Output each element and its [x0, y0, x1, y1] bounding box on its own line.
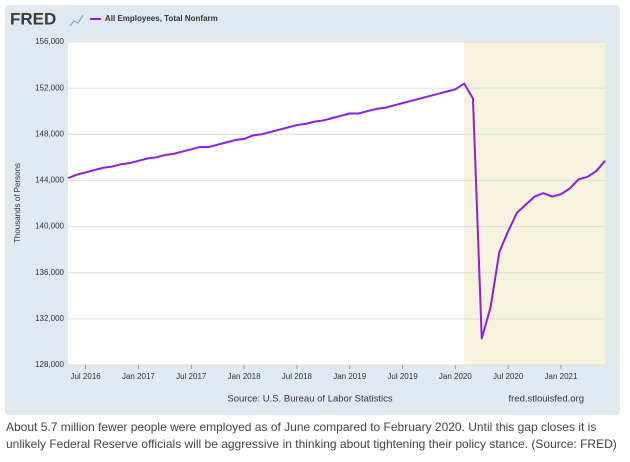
- x-tick-label: Jul 2020: [493, 372, 524, 381]
- y-tick-label: 144,000: [35, 176, 64, 185]
- x-tick-label: Jul 2018: [282, 372, 313, 381]
- source: Source: U.S. Bureau of Labor Statistics: [227, 394, 393, 405]
- recession-shading: [464, 42, 605, 365]
- site: fred.stlouisfed.org: [508, 394, 584, 405]
- chart: FRED Thousands of Persons Source: U.S. B…: [5, 5, 620, 415]
- y-tick-label: 156,000: [35, 37, 64, 46]
- x-tick-label: Jul 2017: [176, 372, 207, 381]
- y-axis-label: Thousands of Persons: [13, 163, 22, 243]
- series-line: [67, 82, 606, 340]
- y-tick-label: 136,000: [35, 268, 64, 277]
- x-tick-label: Jan 2021: [545, 372, 578, 381]
- x-tick-label: Jul 2019: [387, 372, 418, 381]
- x-tick-label: Jan 2019: [333, 372, 366, 381]
- y-tick-label: 140,000: [35, 222, 64, 231]
- x-tick-label: Jan 2017: [122, 372, 155, 381]
- caption: About 5.7 million fewer people were empl…: [6, 420, 617, 451]
- logo-icon: [69, 14, 84, 27]
- x-tick-label: Jan 2018: [228, 372, 261, 381]
- y-tick-label: 132,000: [35, 314, 64, 323]
- legend-label: All Employees, Total Nonfarm: [105, 14, 218, 23]
- y-tick-label: 148,000: [35, 129, 64, 138]
- y-tick-label: 128,000: [35, 360, 64, 369]
- y-tick-label: 152,000: [35, 83, 64, 92]
- brand-logo: FRED: [10, 9, 56, 28]
- x-tick-label: Jul 2016: [70, 372, 101, 381]
- x-tick-label: Jan 2020: [439, 372, 472, 381]
